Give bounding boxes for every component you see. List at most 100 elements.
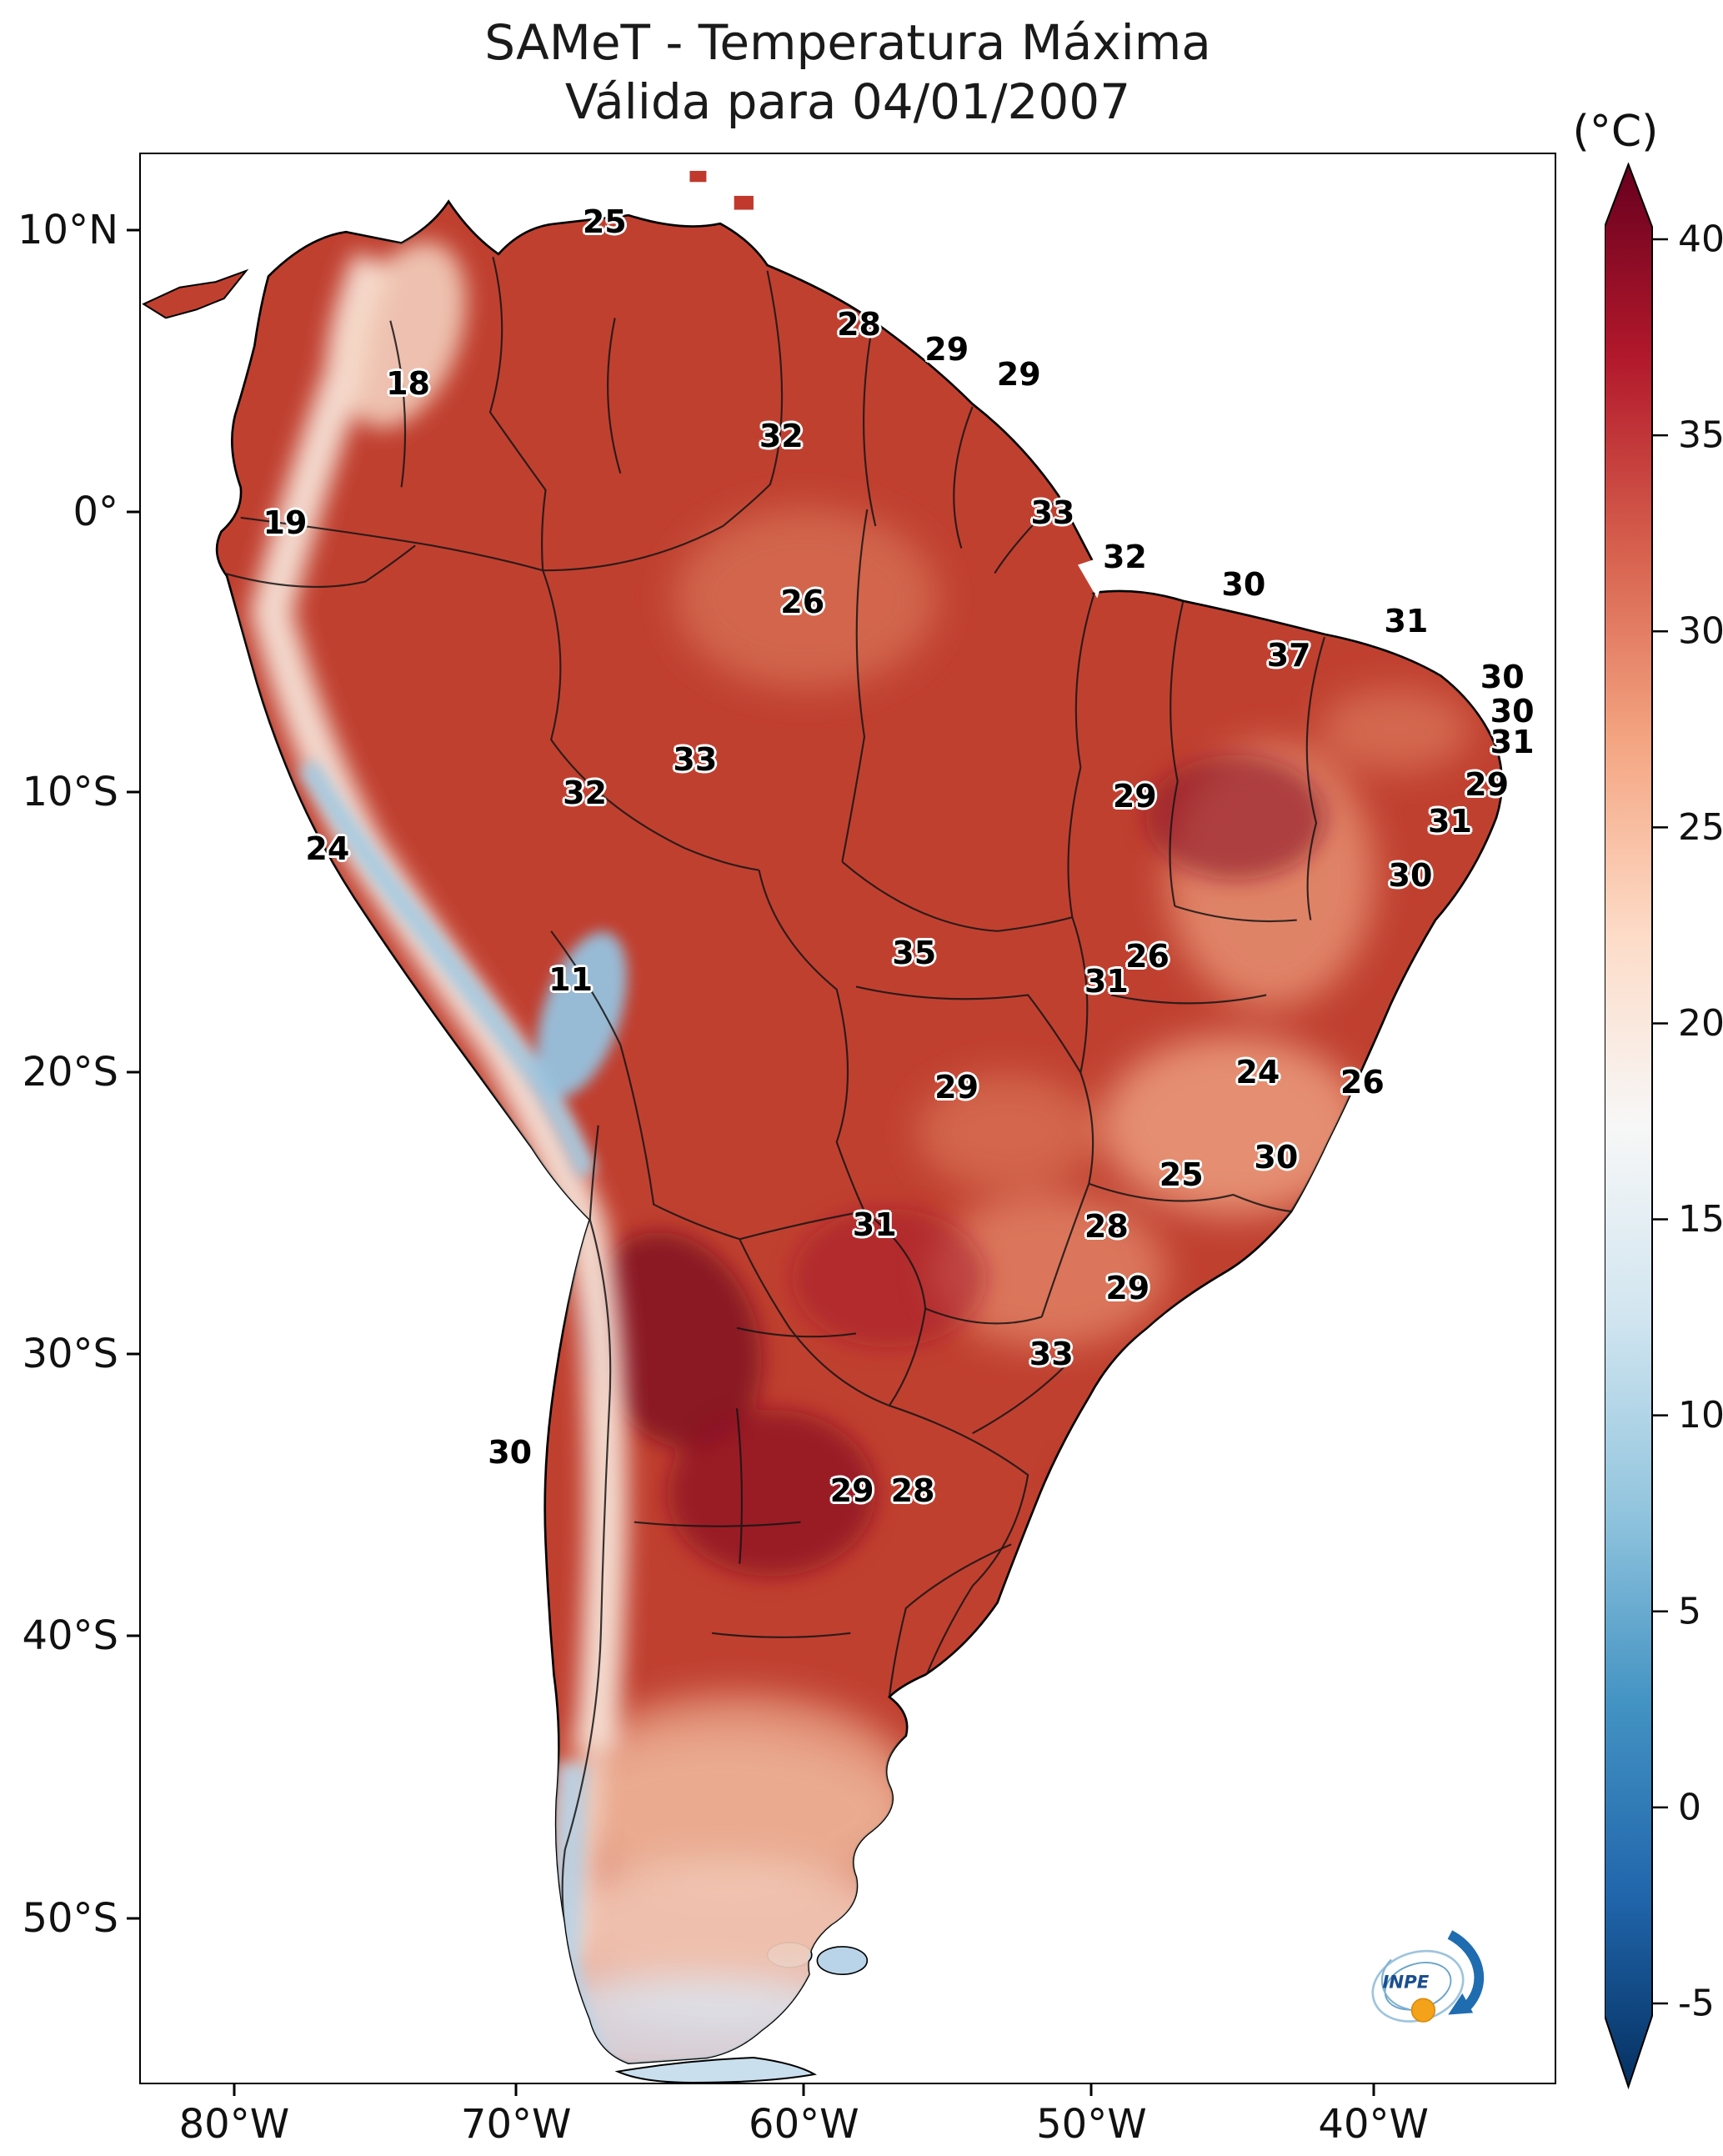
colorbar-tick-label: 15	[1678, 1198, 1723, 1241]
lon-tick-mark	[802, 2083, 805, 2096]
lon-tick-label: 60°W	[749, 2101, 859, 2148]
temperature-label: 26	[780, 583, 825, 620]
temperature-label: 37	[1266, 637, 1311, 674]
lat-tick-mark	[127, 1070, 139, 1074]
temperature-label: 30	[1490, 693, 1535, 730]
lat-tick-label: 30°S	[22, 1331, 118, 1378]
temperature-label: 29	[1105, 1270, 1150, 1307]
temperature-label: 33	[1029, 1335, 1074, 1372]
lon-tick-label: 70°W	[460, 2101, 572, 2148]
logo-text: INPE	[1382, 1972, 1429, 1993]
figure-title: SAMeT - Temperatura Máxima Válida para 0…	[139, 13, 1556, 132]
temperature-label: 24	[1235, 1053, 1280, 1091]
temperature-label: 30	[1254, 1138, 1299, 1176]
title-line-2: Válida para 04/01/2007	[564, 73, 1131, 130]
lon-axis-ticks	[139, 2083, 1556, 2096]
colorbar-ticks: 40 35 30 25 20 15 10 5 0 -5	[1652, 218, 1723, 2024]
lat-tick-mark	[127, 510, 139, 514]
lon-tick-mark	[1089, 2083, 1093, 2096]
temperature-label: 28	[837, 305, 882, 343]
temperature-label: 33	[673, 741, 718, 779]
lat-axis-labels: 10°N 0° 10°S 20°S 30°S 40°S 50°S	[0, 153, 123, 2084]
colorbar-tick-label: 0	[1678, 1786, 1701, 1828]
colorbar-tick-label: 25	[1678, 806, 1723, 849]
lon-tick-mark	[514, 2083, 518, 2096]
temperature-label: 30	[1480, 658, 1525, 695]
temperature-shading	[249, 241, 1472, 2063]
temperature-label: 11	[548, 960, 594, 998]
temperature-label: 24	[305, 830, 350, 867]
temperature-label: 30	[1221, 565, 1266, 603]
amazon-mouth	[1078, 554, 1111, 599]
lat-tick-mark	[127, 1917, 139, 1920]
political-borders	[223, 256, 1326, 2023]
temperature-label: 30	[1388, 857, 1433, 895]
temperature-label: 29	[829, 1472, 874, 1509]
colorbar-tick-label: 35	[1678, 414, 1723, 457]
colorbar: 40 35 30 25 20 15 10 5 0 -5	[1604, 162, 1723, 2090]
south-america-map	[142, 170, 1504, 2083]
temperature-label: 28	[1084, 1208, 1129, 1246]
colorbar-tick-label: 5	[1678, 1590, 1701, 1632]
temperature-label: 18	[386, 365, 430, 403]
colorbar-tick-label: 10	[1678, 1394, 1723, 1436]
temperature-label: 29	[996, 355, 1041, 393]
temperature-label: 26	[1340, 1063, 1385, 1101]
logo-arrow-icon	[1447, 1930, 1485, 2012]
lon-tick-label: 40°W	[1318, 2101, 1429, 2148]
colorbar-unit-label: (°C)	[1572, 107, 1659, 157]
temperature-label: 32	[563, 774, 607, 811]
panama-strip	[142, 268, 249, 319]
temperature-label: 19	[263, 504, 308, 541]
temperature-label: 35	[892, 934, 937, 971]
colorbar-tick-label: 20	[1678, 1002, 1723, 1045]
temperature-label: 28	[890, 1472, 935, 1509]
map-value-labels: 25 28 29 29 18 32 33 19 32 30 26 31 37 30 30 31 33 29 32 29…	[141, 154, 1555, 2083]
logo-swirl-icon	[1381, 1958, 1410, 2011]
malvinas-east	[816, 1946, 869, 1976]
lat-tick-mark	[127, 1352, 139, 1356]
temperature-label: 31	[1084, 963, 1129, 1000]
temperature-label: 31	[1490, 724, 1535, 761]
colorbar-tick-label: 30	[1678, 610, 1723, 653]
temperature-label: 29	[924, 330, 969, 368]
lat-tick-label: 50°S	[22, 1894, 118, 1942]
temperature-label: 25	[582, 203, 627, 240]
lon-tick-label: 50°W	[1036, 2101, 1147, 2148]
map-plot-area: 25 28 29 29 18 32 33 19 32 30 26 31 37 30 30 31 33 29 32 29…	[139, 153, 1556, 2084]
lat-tick-mark	[127, 790, 139, 794]
lon-tick-label: 80°W	[178, 2101, 290, 2148]
lon-tick-mark	[1372, 2083, 1375, 2096]
temperature-label: 29	[934, 1069, 979, 1106]
lat-tick-label: 10°N	[18, 206, 118, 253]
lat-tick-label: 0°	[73, 488, 118, 535]
trinidad-island	[734, 195, 754, 210]
lat-tick-mark	[127, 1634, 139, 1637]
logo-arrowhead-icon	[1448, 1993, 1474, 2015]
inpe-logo: INPE	[1371, 1930, 1485, 2023]
temperature-label: 31	[1428, 803, 1472, 840]
temperature-label: 26	[1125, 938, 1170, 975]
lon-axis-labels: 80°W 70°W 60°W 50°W 40°W	[139, 2098, 1556, 2156]
temperature-label: 33	[1030, 494, 1075, 532]
tierra-del-fuego	[614, 2057, 817, 2083]
logo-orange-ball-icon	[1410, 1998, 1436, 2023]
caribbean-island	[689, 170, 707, 183]
temperature-label: 29	[1112, 778, 1157, 815]
lat-tick-label: 10°S	[22, 768, 118, 815]
temperature-label: 32	[1102, 539, 1147, 576]
lon-tick-mark	[233, 2083, 236, 2096]
lat-tick-label: 20°S	[22, 1048, 118, 1096]
lat-tick-mark	[127, 228, 139, 232]
title-line-1: SAMeT - Temperatura Máxima	[484, 14, 1211, 71]
temperature-label: 25	[1159, 1156, 1204, 1193]
temperature-label: 32	[759, 417, 804, 454]
colorbar-tick-label: 40	[1678, 218, 1723, 261]
temperature-label: 30	[488, 1433, 533, 1471]
lat-tick-label: 40°S	[22, 1612, 118, 1660]
lat-axis-ticks	[127, 153, 139, 2084]
colorbar-bar	[1604, 162, 1653, 2090]
temperature-label: 31	[852, 1206, 897, 1243]
temperature-label: 31	[1384, 602, 1429, 639]
